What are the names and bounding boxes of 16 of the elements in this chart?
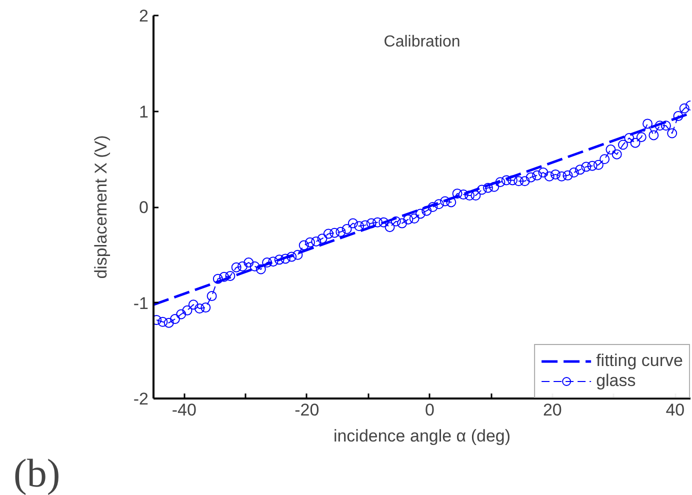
x-tick-label: 20 [542,400,562,420]
x-tick-label: -20 [294,400,320,420]
legend-label: glass [596,371,636,391]
x-tick-label: -40 [172,400,196,420]
x-tick-label: 0 [424,400,434,420]
text: (b) [14,450,60,495]
text: Calibration [384,34,460,50]
y-tick-label: -1 [133,294,149,313]
y-tick-label: -2 [133,390,149,408]
y-tick-label: 0 [139,198,149,217]
y-tick-label: 1 [139,102,149,122]
y-tick-label: 2 [139,6,149,26]
x-axis-title: incidence angle α (deg) [333,426,511,446]
x-tick-label: 40 [666,400,685,420]
y-axis-title: displacement X (V) [91,135,110,279]
legend-label: fitting curve [596,351,683,371]
